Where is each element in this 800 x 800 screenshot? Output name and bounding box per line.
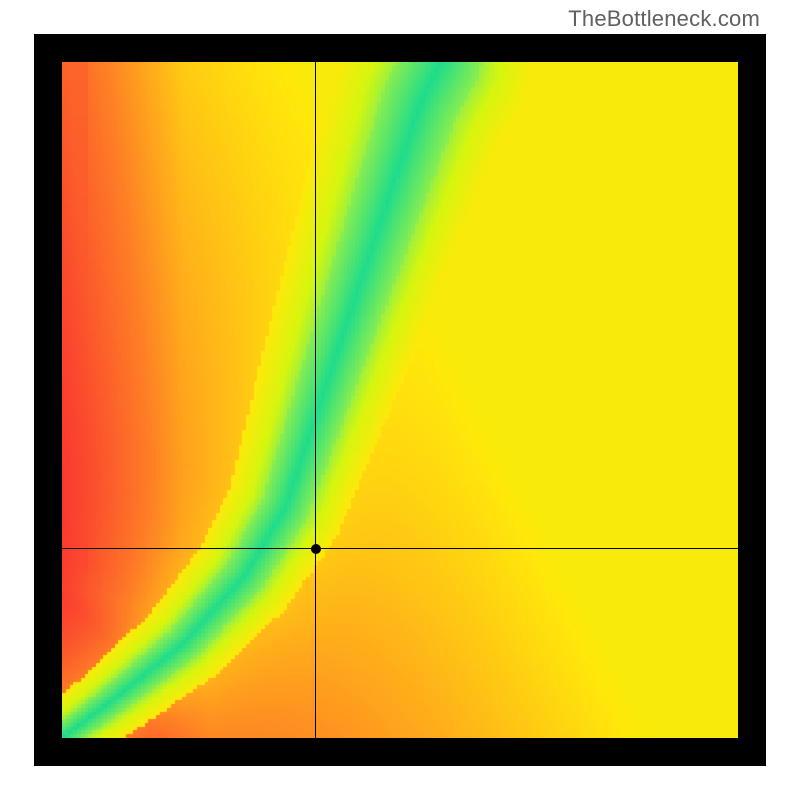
heatmap-canvas [62, 62, 738, 738]
crosshair-vertical [315, 62, 316, 738]
watermark-text: TheBottleneck.com [568, 6, 760, 32]
crosshair-marker [311, 544, 321, 554]
chart-container: TheBottleneck.com [0, 0, 800, 800]
crosshair-horizontal [62, 548, 738, 549]
